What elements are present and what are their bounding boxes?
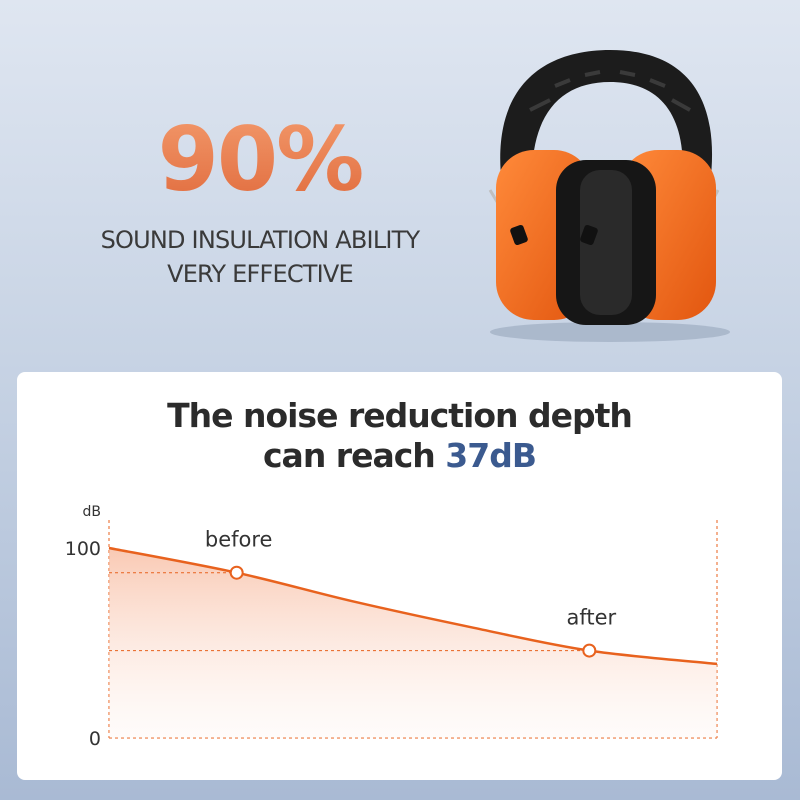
- hero-line-2: VERY EFFECTIVE: [167, 260, 354, 288]
- left-hinge: [510, 224, 528, 246]
- marker-label-after: after: [566, 606, 616, 630]
- hero-percent: 90%: [120, 108, 400, 211]
- noise-chart: before after 0 100 dB: [65, 504, 718, 750]
- headline-prefix: can reach: [263, 436, 446, 475]
- chart-card: The noise reduction depth can reach 37dB…: [17, 372, 782, 780]
- right-hinge: [580, 224, 598, 246]
- cushion-highlight: [580, 170, 632, 315]
- y-tick-100: 100: [65, 538, 101, 560]
- chart-area-fill: [109, 548, 717, 738]
- headline-highlight: 37dB: [445, 436, 537, 475]
- y-tick-0: 0: [89, 728, 101, 750]
- earmuff-shadow: [490, 322, 730, 342]
- headline-line-2: can reach 37dB: [17, 436, 782, 475]
- earmuff-illustration: [488, 50, 730, 342]
- marker-before: [229, 565, 244, 580]
- hero-line-1: SOUND INSULATION ABILITY: [100, 226, 421, 254]
- y-axis-label: dB: [83, 504, 102, 520]
- headband-ridges: [529, 70, 691, 112]
- marker-after: [582, 643, 597, 658]
- chart-line: [108, 546, 718, 666]
- marker-label-before: before: [205, 528, 273, 552]
- headline-line-1: The noise reduction depth: [167, 396, 633, 435]
